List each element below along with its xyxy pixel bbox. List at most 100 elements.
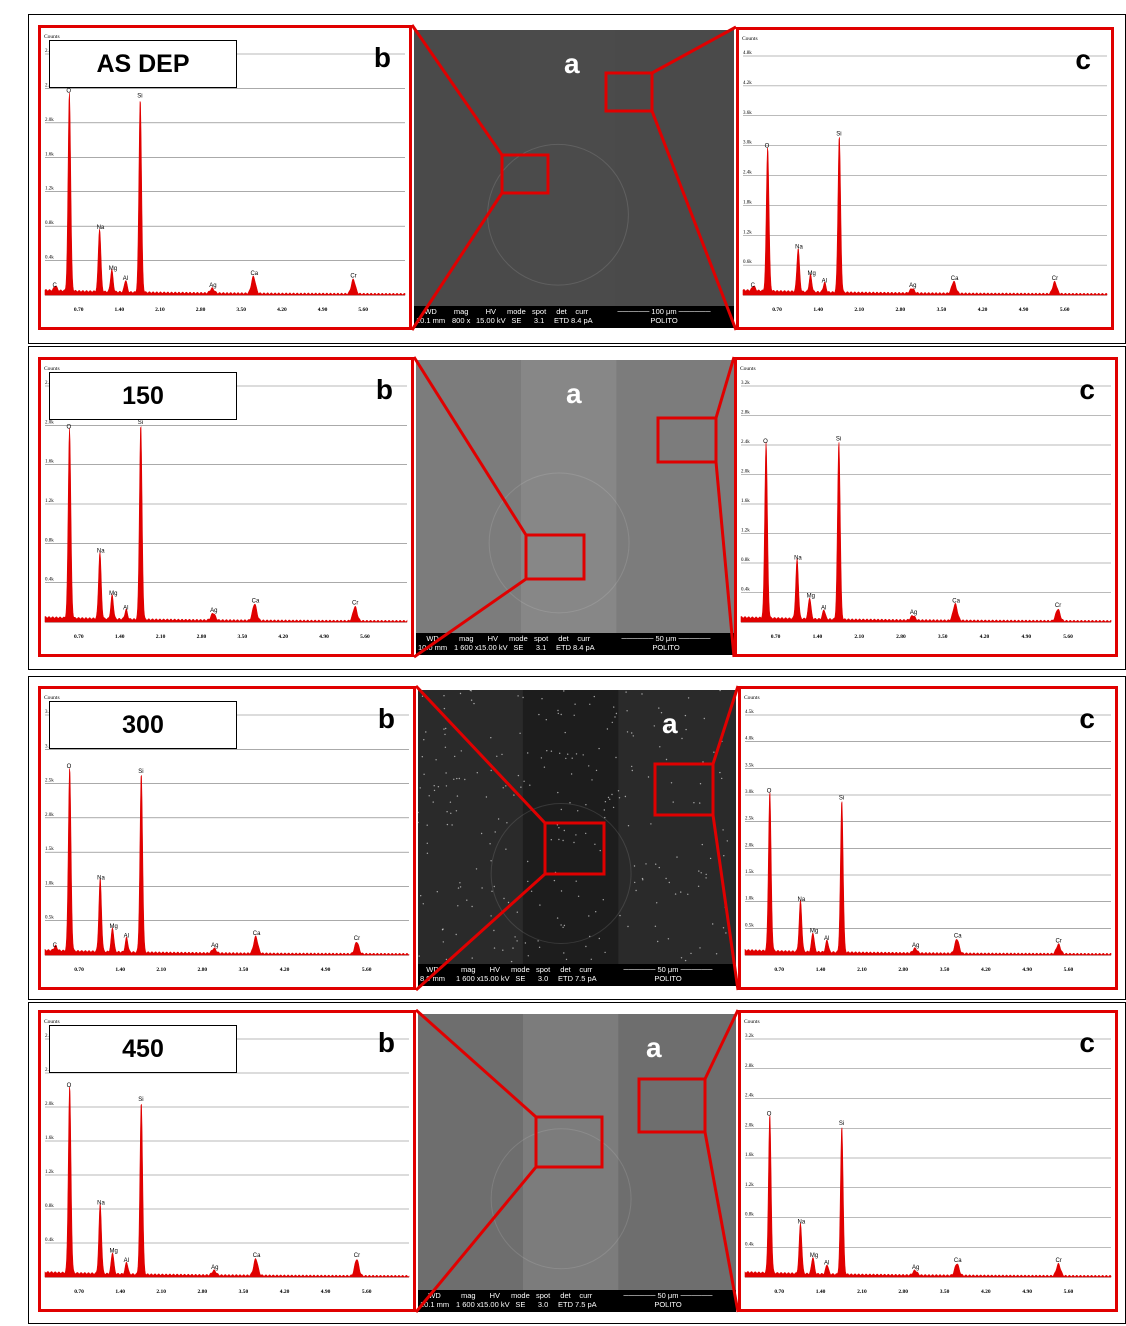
peak-label-o: O [767,1112,772,1118]
particle [670,782,673,784]
particle [419,787,421,789]
sem-info-wd: WD 10.0 mm [418,634,447,652]
x-tick-label: 3.50 [238,634,248,640]
particle [517,695,519,697]
y-tick-label: 0.4k [745,1242,754,1247]
y-tick-label: 3.5k [745,763,754,768]
particle [571,757,573,759]
x-tick-label: 4.90 [1021,634,1031,640]
peak-label-o: O [67,425,72,431]
particle [491,890,493,892]
particle [562,839,564,842]
peak-label-si: Si [836,131,841,137]
particle [519,732,521,734]
particle [558,827,560,829]
sem-info-header: det [560,1291,571,1300]
particle [680,891,682,893]
peak-label-ag: Ag [912,1265,919,1271]
sem-info-hv: HV 15.00 kV [480,965,510,983]
spectrum-series [44,768,410,956]
particle [446,823,449,826]
panel-letter-b: b [377,703,395,734]
particle [529,784,531,786]
y-tick-label: 3.6k [743,111,752,116]
peak-label-ca: Ca [952,598,960,604]
particle [554,871,557,874]
particle [559,752,561,754]
peak-label-si: Si [836,437,841,443]
scale-bar-label: ────── 50 μm ────── [623,1291,713,1300]
peak-label-o: O [767,788,772,794]
peak-label-ag: Ag [211,943,218,949]
particle [613,706,615,708]
y-tick-label: 1.6k [45,1136,54,1141]
sem-info-spot: spot 3.0 [536,965,550,983]
particle [645,863,647,865]
particle [701,843,703,846]
peak-label-ca: Ca [954,1258,962,1264]
particle [497,818,500,820]
sem-info-value: 10.1 mm [420,1300,450,1309]
x-tick-label: 3.50 [938,634,948,640]
panel-letter-a: a [662,708,678,739]
particle [541,698,543,700]
particle [641,877,644,880]
sem-info-wd: WD 8.9 mm [420,965,445,983]
particle [432,801,434,803]
y-tick-label: 1.6k [45,152,54,157]
particle [684,959,687,962]
particle [442,941,444,943]
peak-label-ag: Ag [910,610,917,616]
panel-letter-a: a [646,1032,662,1063]
peak-label-mg: Mg [110,1248,118,1254]
x-tick-label: 1.40 [115,634,125,640]
particle [726,840,728,842]
particle [418,821,419,824]
particle [524,942,527,944]
particle [517,774,520,777]
particle [455,810,458,812]
peak-label-na: Na [797,1220,805,1226]
y-tick-label: 1.2k [45,499,54,504]
particle [433,785,435,787]
particle [527,880,529,883]
particle [457,887,460,889]
sem-info-header: mode [507,307,526,316]
sem-info-header: spot [534,634,549,643]
y-tick-label: 2.4k [743,171,752,176]
sem-info-bar: WD 10.0 mm mag 1 600 x HV 15.00 kV mode SE spot 3… [416,633,734,655]
counts-axis-label: Counts [744,695,760,701]
x-tick-label: 4.90 [321,967,331,973]
particle [539,904,541,906]
particle [655,863,657,865]
spectrum-plot-b: Counts2.8k2.4k2.0k1.6k1.2k0.8k0.4kONaMgA… [44,1019,410,1295]
sem-info-hv: HV 15.00 kV [480,1291,510,1309]
peak-label-ag: Ag [909,283,916,289]
particle [421,756,423,758]
stage-label-box: 450 [49,1025,237,1073]
particle [699,783,702,785]
sem-info-value: ETD [558,1300,573,1309]
particle [489,843,491,845]
particle [502,787,504,789]
sem-info-value: 800 x [452,316,471,325]
sem-info-mode: mode SE [511,965,530,983]
sem-info-header: WD [428,1291,441,1300]
y-tick-label: 2.0k [45,1102,54,1107]
x-tick-label: 3.50 [239,967,249,973]
particle [724,906,726,908]
sem-image-150: a WD 10.0 mm mag 1 600 x HV 15.00 kV mode SE spot… [416,360,734,655]
particle [471,957,473,959]
sem-info-value: 7.5 pA [575,974,597,983]
x-tick-label: 1.40 [115,1289,125,1295]
y-tick-label: 2.0k [741,470,750,475]
particle [642,879,644,881]
particle [712,923,714,925]
peak-label-o: O [67,1083,72,1089]
sem-info-bar: WD 8.9 mm mag 1 600 x HV 15.00 kV mode SE spot 3.… [418,964,736,986]
particle [550,839,552,841]
particle [680,957,683,959]
particle [626,710,628,712]
sem-info-header: mode [509,634,528,643]
particle [563,829,565,832]
